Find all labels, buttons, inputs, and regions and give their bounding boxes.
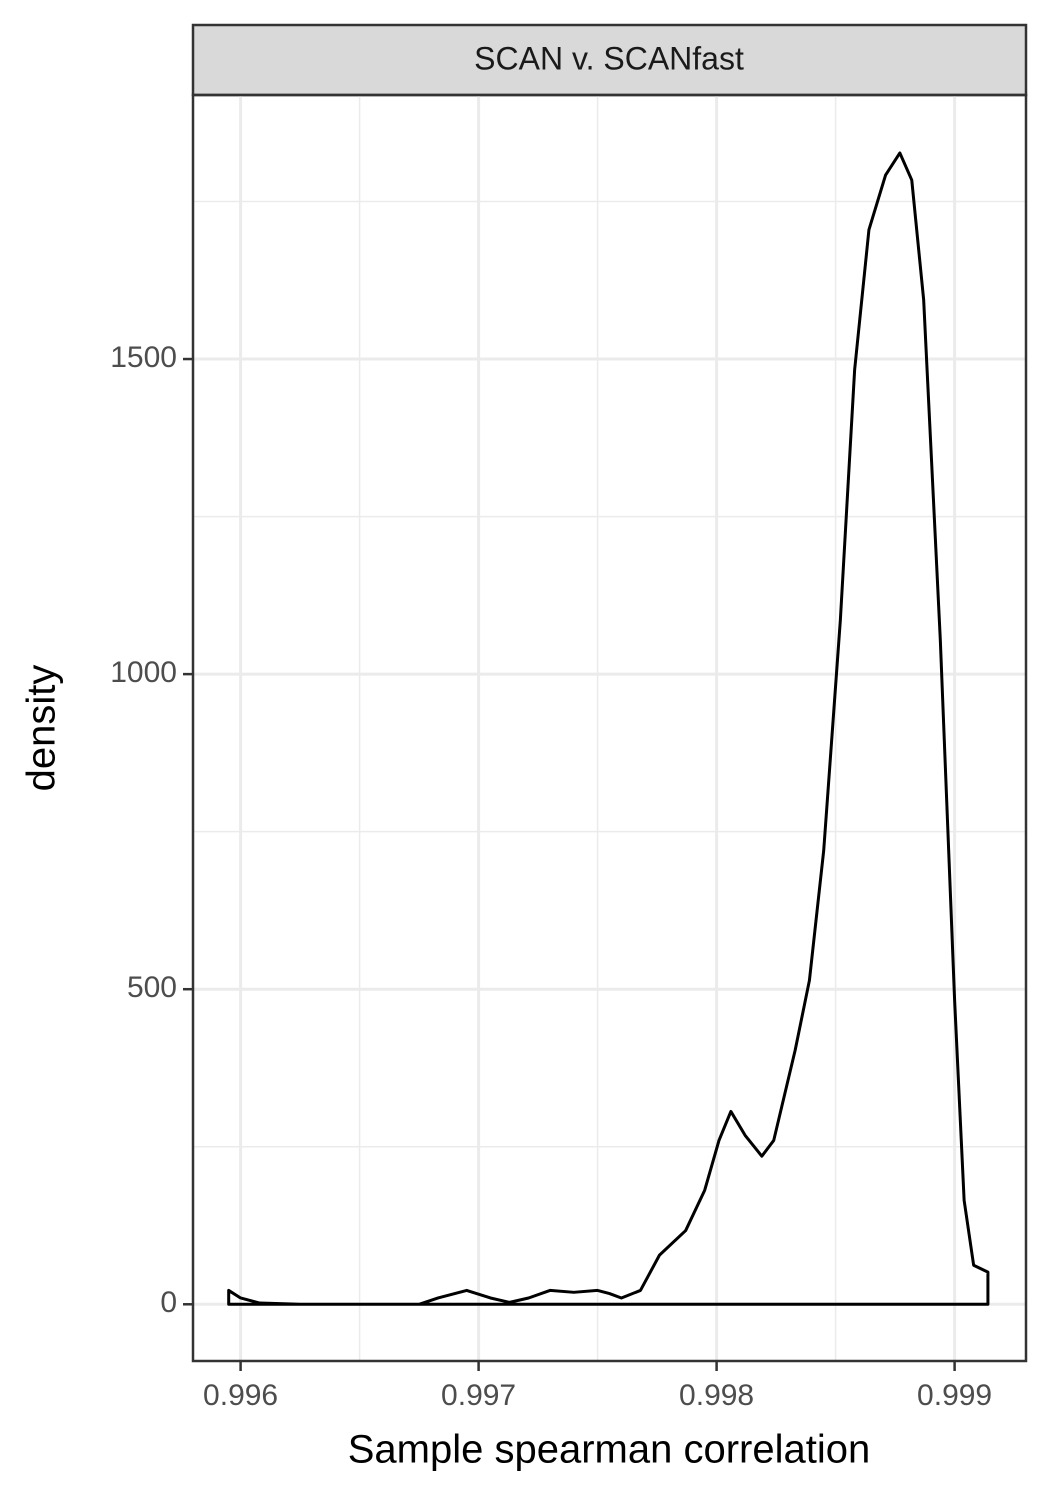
y-tick-label: 1500 <box>110 341 177 374</box>
x-tick-label: 0.996 <box>203 1379 278 1412</box>
density-curve <box>227 151 990 1306</box>
x-axis-title: Sample spearman correlation <box>348 1428 870 1472</box>
y-tick-label: 500 <box>127 971 177 1004</box>
panel-border <box>191 93 1028 1363</box>
y-tick-label: 0 <box>160 1286 177 1319</box>
x-tick-label: 0.998 <box>679 1379 754 1412</box>
x-tick-label: 0.999 <box>917 1379 992 1412</box>
x-tick-label: 0.997 <box>441 1379 516 1412</box>
y-axis-title: density <box>20 665 64 792</box>
strip-title: SCAN v. SCANfast <box>474 40 744 76</box>
strip <box>191 23 1028 97</box>
y-tick-label: 1000 <box>110 656 177 689</box>
